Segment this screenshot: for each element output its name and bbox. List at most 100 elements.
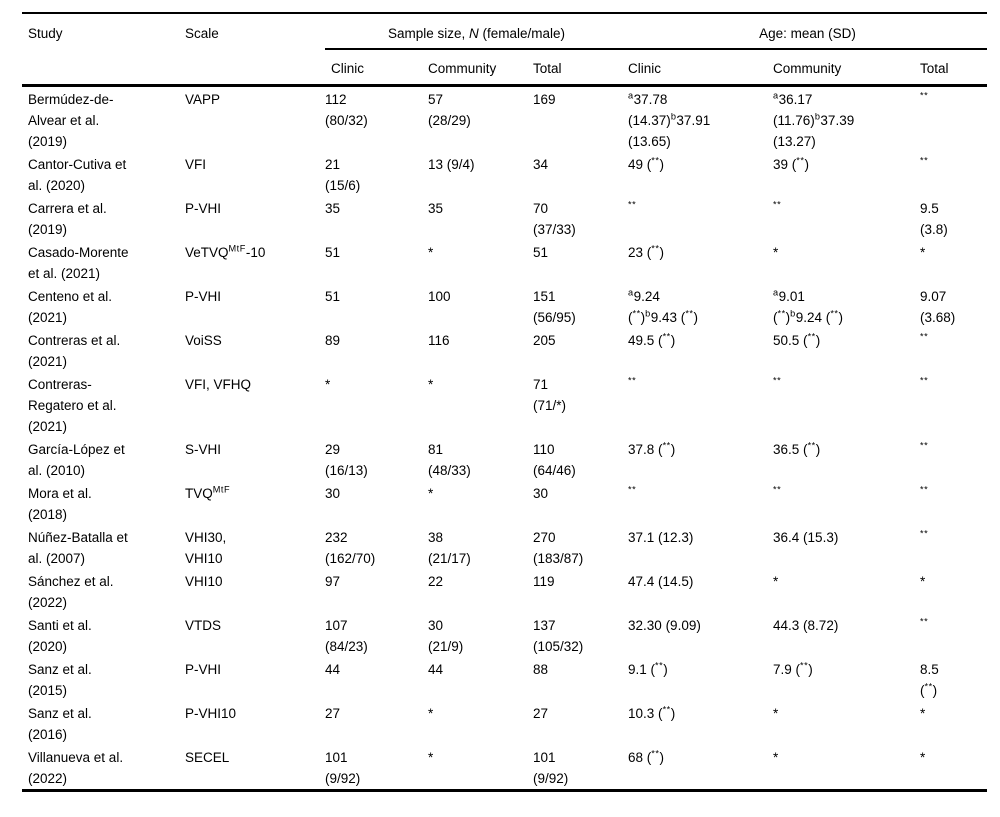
- cell-age-clinic: 49.5 (**): [628, 331, 676, 348]
- cell-sample-total: 70 (37/33): [533, 201, 576, 237]
- cell-study: Contreras et al. (2021): [28, 333, 121, 369]
- cell-age-total: **: [920, 440, 929, 451]
- table-row: Contreras- Regatero et al. (2021) VFI, VFHQ…: [22, 372, 987, 437]
- cell-age-total: *: [920, 706, 926, 721]
- table-row: Mora et al. (2018) TVQMtF 30 * 30 ** ** **: [22, 481, 987, 525]
- cell-age-total: **: [920, 616, 929, 627]
- cell-study: Contreras- Regatero et al. (2021): [28, 377, 117, 434]
- cell-age-clinic: 47.4 (14.5): [628, 574, 694, 589]
- col-group-sample-size: Sample size, N (female/male): [325, 13, 629, 50]
- table-row: Bermúdez-de- Alvear et al. (2019) VAPP 112 (8…: [22, 86, 987, 153]
- cell-scale: VFI: [185, 157, 207, 172]
- cell-sample-clinic: 51: [325, 245, 341, 260]
- cell-age-total: *: [920, 750, 926, 765]
- cell-sample-community: 35: [428, 201, 444, 216]
- cell-sample-community: *: [428, 245, 434, 260]
- cell-age-community: a36.17 (11.76)b37.39 (13.27): [773, 90, 855, 149]
- table-row: Sanz et al. (2015) P-VHI 44 44 88 9.1 (**) 7.9 …: [22, 657, 987, 701]
- cell-study: Villanueva et al. (2022): [28, 750, 124, 786]
- cell-sample-community: 100: [428, 289, 451, 304]
- cell-study: García-López et al. (2010): [28, 442, 125, 478]
- cell-age-total: **: [920, 331, 929, 342]
- cell-age-clinic: 10.3 (**): [628, 704, 676, 721]
- table-row: Sanz et al. (2016) P-VHI10 27 * 27 10.3 (**) * *: [22, 701, 987, 745]
- cell-sample-community: 116: [428, 333, 450, 348]
- cell-study: Sánchez et al. (2022): [28, 574, 114, 610]
- cell-age-clinic: 32.30 (9.09): [628, 618, 701, 633]
- cell-sample-clinic: 97: [325, 574, 341, 589]
- cell-age-total: 9.07 (3.68): [920, 289, 956, 325]
- header-sub-row: Clinic Community Total Clinic Community …: [22, 49, 988, 87]
- cell-sample-total: 71 (71/*): [533, 377, 567, 413]
- cell-age-community: **: [773, 375, 782, 386]
- cell-age-total: **: [920, 375, 929, 386]
- cell-scale: TVQMtF: [185, 484, 231, 501]
- cell-sample-community: *: [428, 486, 434, 501]
- cell-sample-clinic: 107 (84/23): [325, 618, 368, 654]
- cell-sample-total: 27: [533, 706, 549, 721]
- table-row: Villanueva et al. (2022) SECEL 101 (9/92) * 10…: [22, 745, 987, 791]
- col-header-sample-total: Total: [533, 49, 629, 87]
- cell-age-total: **: [920, 484, 929, 495]
- cell-sample-total: 34: [533, 157, 549, 172]
- cell-scale: VoiSS: [185, 333, 222, 348]
- cell-study: Carrera et al. (2019): [28, 201, 107, 237]
- cell-age-community: 36.4 (15.3): [773, 530, 839, 545]
- cell-study: Núñez-Batalla et al. (2007): [28, 530, 128, 566]
- cell-study: Casado-Morente et al. (2021): [28, 245, 129, 281]
- cell-sample-community: *: [428, 377, 434, 392]
- cell-age-total: *: [920, 574, 926, 589]
- col-header-age-clinic: Clinic: [628, 49, 774, 87]
- cell-sample-community: 44: [428, 662, 444, 677]
- cell-sample-total: 119: [533, 574, 555, 589]
- cell-age-clinic: **: [628, 484, 637, 495]
- cell-scale: VeTVQMtF-10: [185, 243, 266, 260]
- cell-age-community: *: [773, 706, 779, 721]
- cell-sample-community: 22: [428, 574, 444, 589]
- cell-age-community: *: [773, 574, 779, 589]
- cell-sample-total: 110 (64/46): [533, 442, 576, 478]
- cell-age-clinic: 23 (**): [628, 243, 664, 260]
- table-row: Cantor-Cutiva et al. (2020) VFI 21 (15/6) 13 …: [22, 152, 987, 196]
- col-group-age: Age: mean (SD): [628, 13, 988, 50]
- table-row: Santi et al. (2020) VTDS 107 (84/23) 30 (21/9)…: [22, 613, 987, 657]
- cell-study: Centeno et al. (2021): [28, 289, 113, 325]
- cell-scale: P-VHI10: [185, 706, 237, 721]
- header-group-row: Study Scale Sample size, N (female/male)…: [22, 13, 988, 87]
- cell-sample-clinic: 51: [325, 289, 341, 304]
- cell-sample-clinic: *: [325, 377, 331, 392]
- col-header-sample-community: Community: [428, 49, 533, 87]
- cell-scale: S-VHI: [185, 442, 222, 457]
- cell-sample-community: *: [428, 706, 434, 721]
- cell-sample-total: 51: [533, 245, 549, 260]
- table-row: Contreras et al. (2021) VoiSS 89 116 205 49.5 …: [22, 328, 987, 372]
- cell-sample-clinic: 30: [325, 486, 341, 501]
- cell-sample-clinic: 101 (9/92): [325, 750, 361, 786]
- cell-sample-total: 101 (9/92): [533, 750, 569, 786]
- cell-sample-total: 270 (183/87): [533, 530, 584, 566]
- cell-sample-community: 13 (9/4): [428, 157, 475, 172]
- cell-age-clinic: a9.24 (**)b9.43 (**): [628, 287, 698, 325]
- cell-scale: P-VHI: [185, 289, 222, 304]
- cell-sample-clinic: 44: [325, 662, 341, 677]
- cell-sample-clinic: 29 (16/13): [325, 442, 368, 478]
- cell-scale: P-VHI: [185, 662, 222, 677]
- cell-sample-total: 30: [533, 486, 549, 501]
- cell-study: Sanz et al. (2016): [28, 706, 92, 742]
- cell-age-community: a9.01 (**)b9.24 (**): [773, 287, 843, 325]
- cell-sample-total: 205: [533, 333, 556, 348]
- cell-age-community: 44.3 (8.72): [773, 618, 839, 633]
- cell-scale: VTDS: [185, 618, 222, 633]
- col-header-scale: Scale: [185, 13, 325, 87]
- cell-age-community: *: [773, 245, 779, 260]
- cell-age-community: 50.5 (**): [773, 331, 821, 348]
- cell-scale: VHI30, VHI10: [185, 530, 227, 566]
- cell-sample-total: 151 (56/95): [533, 289, 576, 325]
- cell-age-total: **: [920, 155, 929, 166]
- cell-sample-total: 137 (105/32): [533, 618, 584, 654]
- cell-study: Sanz et al. (2015): [28, 662, 92, 698]
- cell-sample-community: 57 (28/29): [428, 92, 471, 128]
- cell-sample-community: 81 (48/33): [428, 442, 471, 478]
- table-row: Centeno et al. (2021) P-VHI 51 100 151 (56/95)…: [22, 284, 987, 328]
- cell-sample-total: 88: [533, 662, 549, 677]
